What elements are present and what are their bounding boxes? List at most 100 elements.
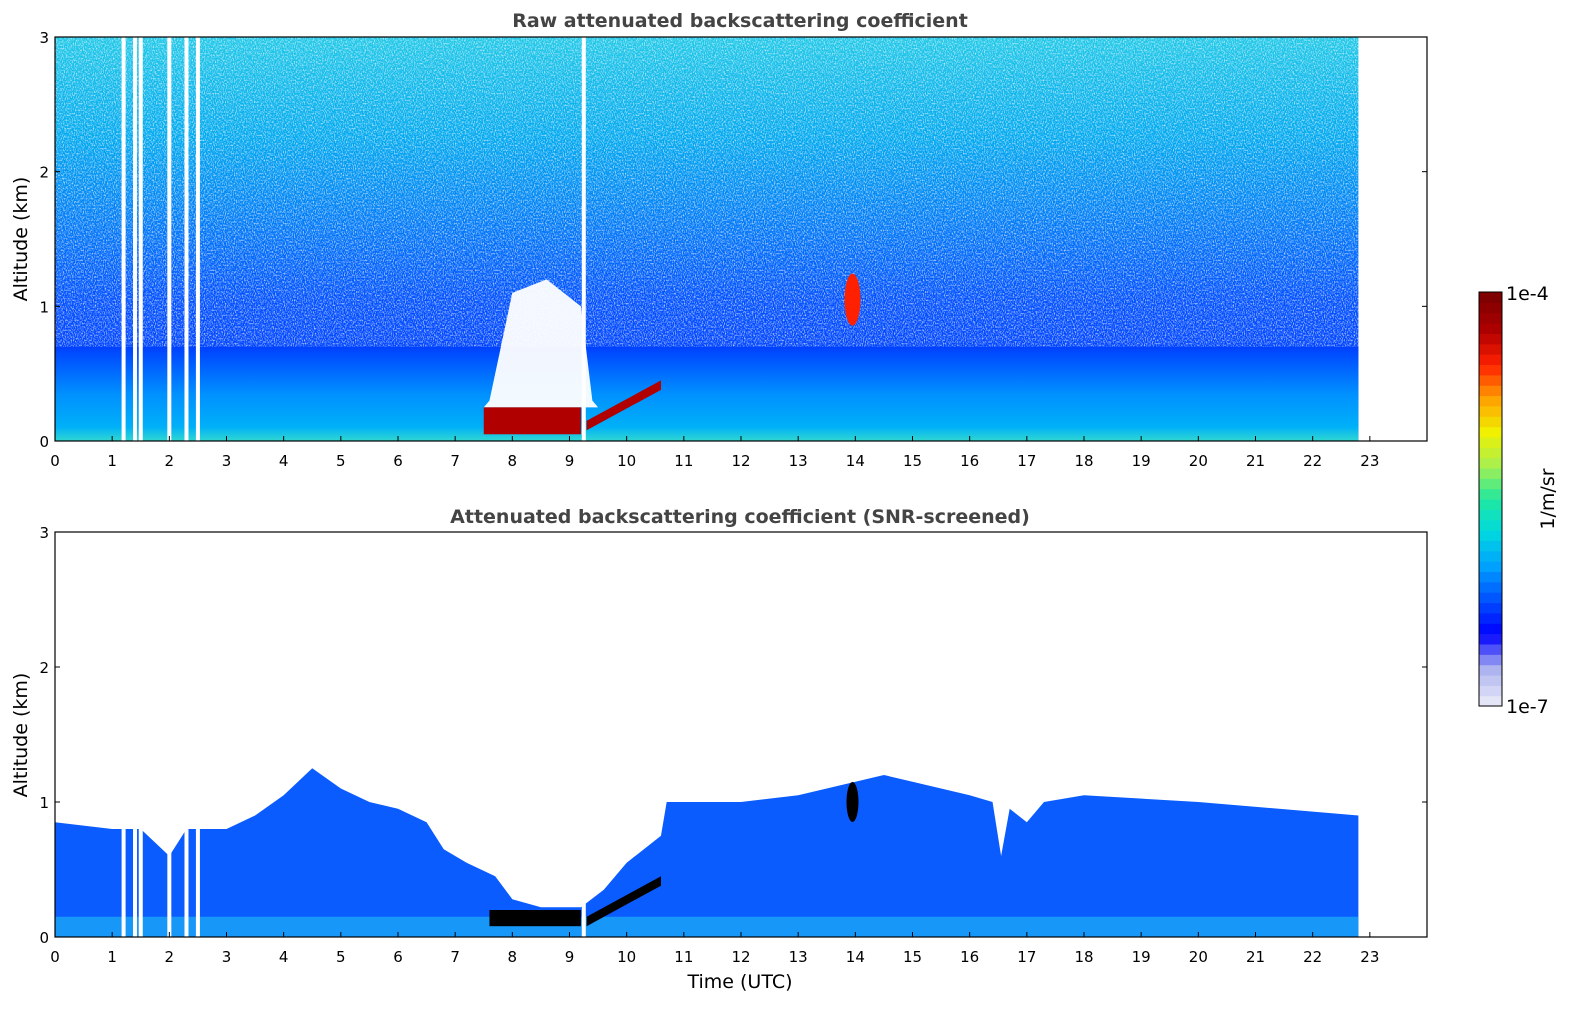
- panel2-xtick-label: 22: [1303, 948, 1322, 966]
- colorbar-segment: [1479, 592, 1502, 604]
- panel1-xtick-label: 11: [674, 452, 693, 470]
- panel1-ytick-label: 0: [39, 433, 49, 451]
- panel2-data-gap: [195, 532, 200, 937]
- panel2-xtick-label: 8: [508, 948, 518, 966]
- colorbar-segment: [1479, 436, 1502, 448]
- panel1-high-returns: [844, 273, 861, 326]
- colorbar-segment: [1479, 447, 1502, 459]
- panel2-x-label: Time (UTC): [686, 971, 792, 993]
- panel2-screened-region: [55, 768, 1359, 937]
- panel2-xtick-label: 14: [846, 948, 865, 966]
- colorbar-segment: [1479, 633, 1502, 645]
- panel2-xtick-label: 10: [617, 948, 636, 966]
- panel1-xtick-label: 18: [1074, 452, 1093, 470]
- panel2-xtick-label: 3: [222, 948, 232, 966]
- colorbar-segment: [1479, 519, 1502, 531]
- panel1-xtick-label: 9: [565, 452, 575, 470]
- panel1-xtick-label: 3: [222, 452, 232, 470]
- panel2-xtick-label: 20: [1189, 948, 1208, 966]
- panel2-title: Attenuated backscattering coefficient (S…: [450, 506, 1030, 528]
- panel2-xtick-label: 15: [903, 948, 922, 966]
- colorbar-segment: [1479, 540, 1502, 552]
- colorbar-segment: [1479, 695, 1502, 707]
- colorbar-segment: [1479, 395, 1502, 407]
- colorbar-segment: [1479, 416, 1502, 428]
- panel2-xtick-label: 23: [1360, 948, 1379, 966]
- panel2-xtick-label: 6: [393, 948, 403, 966]
- panel1-xtick-label: 23: [1360, 452, 1379, 470]
- panel1-strong-layer: [483, 407, 581, 435]
- panel2-ytick-label: 2: [39, 659, 49, 677]
- colorbar-segment: [1479, 457, 1502, 469]
- panel2-xtick-label: 19: [1132, 948, 1151, 966]
- colorbar-max-label: 1e-4: [1506, 283, 1549, 305]
- colorbar-segment: [1479, 499, 1502, 510]
- panel1-xtick-label: 4: [279, 452, 289, 470]
- panel1-data-gap: [133, 37, 138, 441]
- colorbar-segment: [1479, 674, 1502, 686]
- panel1-ytick-label: 1: [39, 298, 49, 316]
- colorbar-frame: [1478, 291, 1503, 707]
- colorbar-segment: [1479, 685, 1502, 697]
- panel1-y-label: Altitude (km): [10, 177, 32, 302]
- panel2-xtick-label: 21: [1246, 948, 1265, 966]
- panel2-data-gap: [121, 532, 126, 937]
- colorbar-segment: [1479, 385, 1502, 397]
- panel2-x-ticks: 0 1 2 3 4 5 6 7 8 9 10 11 12 13 14 15 16 17 18 19 20 21 22 23: [50, 932, 1379, 966]
- panel2-xtick-label: 17: [1017, 948, 1036, 966]
- colorbar-segment: [1479, 467, 1502, 479]
- panel2-xtick-label: 16: [960, 948, 979, 966]
- panel1-xtick-label: 21: [1246, 452, 1265, 470]
- panel2-data-gap: [138, 532, 143, 937]
- screened-backscatter-panel: Attenuated backscattering coefficient (S…: [10, 506, 1428, 993]
- panel2-y-label: Altitude (km): [10, 673, 32, 798]
- panel1-data-gap: [195, 37, 200, 441]
- colorbar-unit-label: 1/m/sr: [1537, 468, 1559, 529]
- panel1-data-gap: [167, 37, 172, 441]
- colorbar-segment: [1479, 664, 1502, 676]
- panel2-xtick-label: 2: [165, 948, 175, 966]
- panel1-xtick-label: 0: [50, 452, 60, 470]
- panel2-xtick-label: 4: [279, 948, 289, 966]
- panel1-title: Raw attenuated backscattering coefficien…: [512, 10, 968, 32]
- panel1-data-gap: [184, 37, 189, 441]
- panel2-data-gap: [581, 532, 586, 937]
- panel1-xtick-label: 20: [1189, 452, 1208, 470]
- colorbar-scale: [1479, 292, 1502, 707]
- colorbar-segment: [1479, 426, 1502, 438]
- colorbar-segment: [1479, 292, 1502, 303]
- panel1-xtick-label: 19: [1132, 452, 1151, 470]
- colorbar-segment: [1479, 623, 1502, 635]
- panel2-heatmap: [55, 532, 1359, 937]
- panel2-xtick-label: 9: [565, 948, 575, 966]
- panel2-xtick-label: 13: [789, 948, 808, 966]
- panel1-xtick-label: 2: [165, 452, 175, 470]
- panel1-xtick-label: 1: [107, 452, 117, 470]
- panel1-xtick-label: 12: [731, 452, 750, 470]
- colorbar-segment: [1479, 333, 1502, 345]
- panel2-peak-layer: [489, 910, 581, 927]
- panel2-high-peak: [846, 782, 859, 822]
- colorbar-segment: [1479, 312, 1502, 324]
- panel2-data-gap: [167, 532, 172, 937]
- panel2-ytick-label: 1: [39, 794, 49, 812]
- panel1-data-gap: [121, 37, 126, 441]
- panel1-xtick-label: 17: [1017, 452, 1036, 470]
- panel1-heatmap: [55, 37, 1359, 441]
- colorbar-segment: [1479, 561, 1502, 573]
- panel2-xtick-label: 12: [731, 948, 750, 966]
- panel1-xtick-label: 10: [617, 452, 636, 470]
- colorbar-segment: [1479, 302, 1502, 314]
- panel2-data-gap: [184, 532, 189, 937]
- colorbar-segment: [1479, 488, 1502, 500]
- panel1-y-ticks: 0 1 2 3: [39, 29, 1427, 451]
- colorbar-segment: [1479, 530, 1502, 541]
- colorbar-segment: [1479, 374, 1502, 386]
- panel2-xtick-label: 11: [674, 948, 693, 966]
- panel2-xtick-label: 7: [450, 948, 460, 966]
- colorbar-segment: [1479, 509, 1502, 521]
- colorbar-segment: [1479, 343, 1502, 355]
- panel1-xtick-label: 15: [903, 452, 922, 470]
- panel2-xtick-label: 1: [107, 948, 117, 966]
- colorbar-min-label: 1e-7: [1506, 696, 1549, 718]
